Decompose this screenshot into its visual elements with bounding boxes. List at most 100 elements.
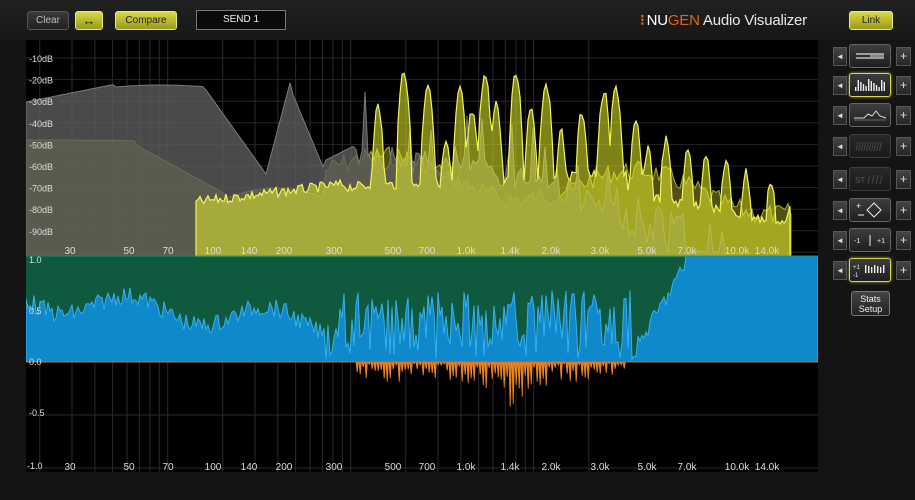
add-trace-icon[interactable]: + xyxy=(896,76,911,95)
freq-label: 300 xyxy=(326,462,343,472)
sidebar-row-spectrum-mode: ◄ + xyxy=(833,103,913,127)
freq-label: 700 xyxy=(419,462,436,472)
freq-label: 5.0k xyxy=(638,462,658,472)
svg-text:-1: -1 xyxy=(853,273,859,279)
link-button[interactable]: Link xyxy=(849,11,893,30)
freq-label: 1.4k xyxy=(501,246,521,257)
freq-label: 3.0k xyxy=(591,246,611,257)
add-trace-icon[interactable]: + xyxy=(896,231,911,250)
svg-text:+1: +1 xyxy=(853,265,861,271)
brand-nu: NU xyxy=(646,12,668,29)
spectrum-analyzer-display[interactable]: -10dB -20dB -30dB -40dB -50dB -60dB -70dB -80dB… xyxy=(26,40,818,472)
freq-label: 7.0k xyxy=(678,246,698,257)
freq-label: 140 xyxy=(241,246,258,257)
left-arrow-icon[interactable]: ◄ xyxy=(833,76,847,95)
correlation-label: 0.0 xyxy=(29,357,42,367)
svg-text:+1: +1 xyxy=(877,238,885,245)
freq-label: 7.0k xyxy=(678,462,698,472)
frequency-labels-top: 30 50 70 100 140 200 300 500 700 1.0k 1.4k 2.0k 3.0k… xyxy=(64,246,780,257)
freq-label: 50 xyxy=(123,246,135,257)
correlation-label: 0.5 xyxy=(29,306,42,316)
bars-mode-icon[interactable] xyxy=(849,73,891,97)
line-mode-icon[interactable] xyxy=(849,44,891,68)
freq-label: 140 xyxy=(241,462,258,472)
sidebar-row-bars-mode: ◄ + xyxy=(833,73,913,97)
add-trace-icon[interactable]: + xyxy=(896,47,911,66)
correlation-label: -0.5 xyxy=(29,408,45,418)
left-arrow-icon[interactable]: ◄ xyxy=(833,137,847,156)
orange-negative-correlation xyxy=(355,361,626,407)
freq-label: 10.0k xyxy=(725,462,750,472)
freq-label: 500 xyxy=(385,246,402,257)
spectrum-mode-icon[interactable] xyxy=(849,103,891,127)
frequency-labels-bottom: 30 50 70 100 140 200 300 500 700 1.0k 1.4k 2.0k 3.0k… xyxy=(64,462,780,472)
brand-gen: GEN xyxy=(667,12,700,29)
left-arrow-icon[interactable]: ◄ xyxy=(833,201,847,220)
sidebar-row-correlation-meter: ◄ -1 +1 + xyxy=(833,228,913,252)
left-arrow-icon[interactable]: ◄ xyxy=(833,231,847,250)
stats-label: Stats xyxy=(860,294,881,304)
db-label: -30dB xyxy=(29,97,53,107)
sidebar-row-correlation-spectrum: ◄ +1 -1 + xyxy=(833,258,913,282)
db-label: -90dB xyxy=(29,227,53,237)
add-trace-icon[interactable]: + xyxy=(896,170,911,189)
add-trace-icon[interactable]: + xyxy=(896,261,911,280)
correlation-label: -1.0 xyxy=(27,461,43,471)
freq-label: 200 xyxy=(276,246,293,257)
left-arrow-icon[interactable]: ◄ xyxy=(833,261,847,280)
freq-label: 14.0k xyxy=(755,462,780,472)
freq-label: 30 xyxy=(64,462,76,472)
freq-label: 1.0k xyxy=(457,246,477,257)
brand-suffix: Audio Visualizer xyxy=(699,12,807,29)
app-title: ⁝ NUGEN Audio Visualizer xyxy=(640,11,807,29)
db-label: -50dB xyxy=(29,140,53,150)
freq-label: 1.4k xyxy=(501,462,521,472)
vectorscope-mode-icon[interactable]: + xyxy=(849,198,891,222)
brand-logo-icon: ⁝ xyxy=(640,12,645,29)
freq-label: 200 xyxy=(276,462,293,472)
db-label: -70dB xyxy=(29,184,53,194)
add-trace-icon[interactable]: + xyxy=(896,201,911,220)
correlation-spectrum-icon[interactable]: +1 -1 xyxy=(849,258,891,282)
sidebar-row-stereo-mode: ◄ ST + xyxy=(833,167,913,191)
db-axis-labels: -10dB -20dB -30dB -40dB -50dB -60dB -70dB -80dB… xyxy=(29,54,53,237)
sidebar-row-waterfall-mode: ◄ + xyxy=(833,134,913,158)
left-arrow-icon[interactable]: ◄ xyxy=(833,47,847,66)
freq-label: 300 xyxy=(326,246,343,257)
add-trace-icon[interactable]: + xyxy=(896,137,911,156)
clear-button[interactable]: Clear xyxy=(27,11,69,30)
compare-button[interactable]: Compare xyxy=(115,11,177,30)
freq-label: 50 xyxy=(123,462,135,472)
freq-label: 700 xyxy=(419,246,436,257)
freq-label: 100 xyxy=(205,462,222,472)
svg-text:-1: -1 xyxy=(854,238,860,245)
svg-text:ST: ST xyxy=(855,176,865,185)
left-arrow-icon[interactable]: ◄ xyxy=(833,106,847,125)
freq-label: 70 xyxy=(162,246,174,257)
swap-arrows-icon[interactable]: ↔ xyxy=(75,11,103,30)
db-label: -10dB xyxy=(29,54,53,64)
stereo-mode-icon[interactable]: ST xyxy=(849,167,891,191)
yellow-spectrum-trace xyxy=(195,72,791,257)
correlation-label: 1.0 xyxy=(29,255,42,265)
svg-text:+: + xyxy=(856,201,861,211)
add-trace-icon[interactable]: + xyxy=(896,106,911,125)
freq-label: 5.0k xyxy=(638,246,658,257)
stats-setup-button[interactable]: Stats Setup xyxy=(851,291,890,316)
freq-label: 2.0k xyxy=(542,246,562,257)
freq-label: 1.0k xyxy=(457,462,477,472)
waterfall-mode-icon[interactable] xyxy=(849,134,891,158)
freq-label: 10.0k xyxy=(725,246,750,257)
freq-label: 500 xyxy=(385,462,402,472)
left-arrow-icon[interactable]: ◄ xyxy=(833,170,847,189)
db-label: -60dB xyxy=(29,162,53,172)
freq-label: 14.0k xyxy=(755,246,780,257)
freq-label: 100 xyxy=(205,246,222,257)
correlation-meter-icon[interactable]: -1 +1 xyxy=(849,228,891,252)
db-label: -40dB xyxy=(29,119,53,129)
db-label: -20dB xyxy=(29,76,53,86)
sidebar-row-vectorscope-mode: ◄ + + xyxy=(833,198,913,222)
freq-label: 3.0k xyxy=(591,462,611,472)
db-label: -80dB xyxy=(29,205,53,215)
send-selector[interactable]: SEND 1 xyxy=(196,10,286,30)
